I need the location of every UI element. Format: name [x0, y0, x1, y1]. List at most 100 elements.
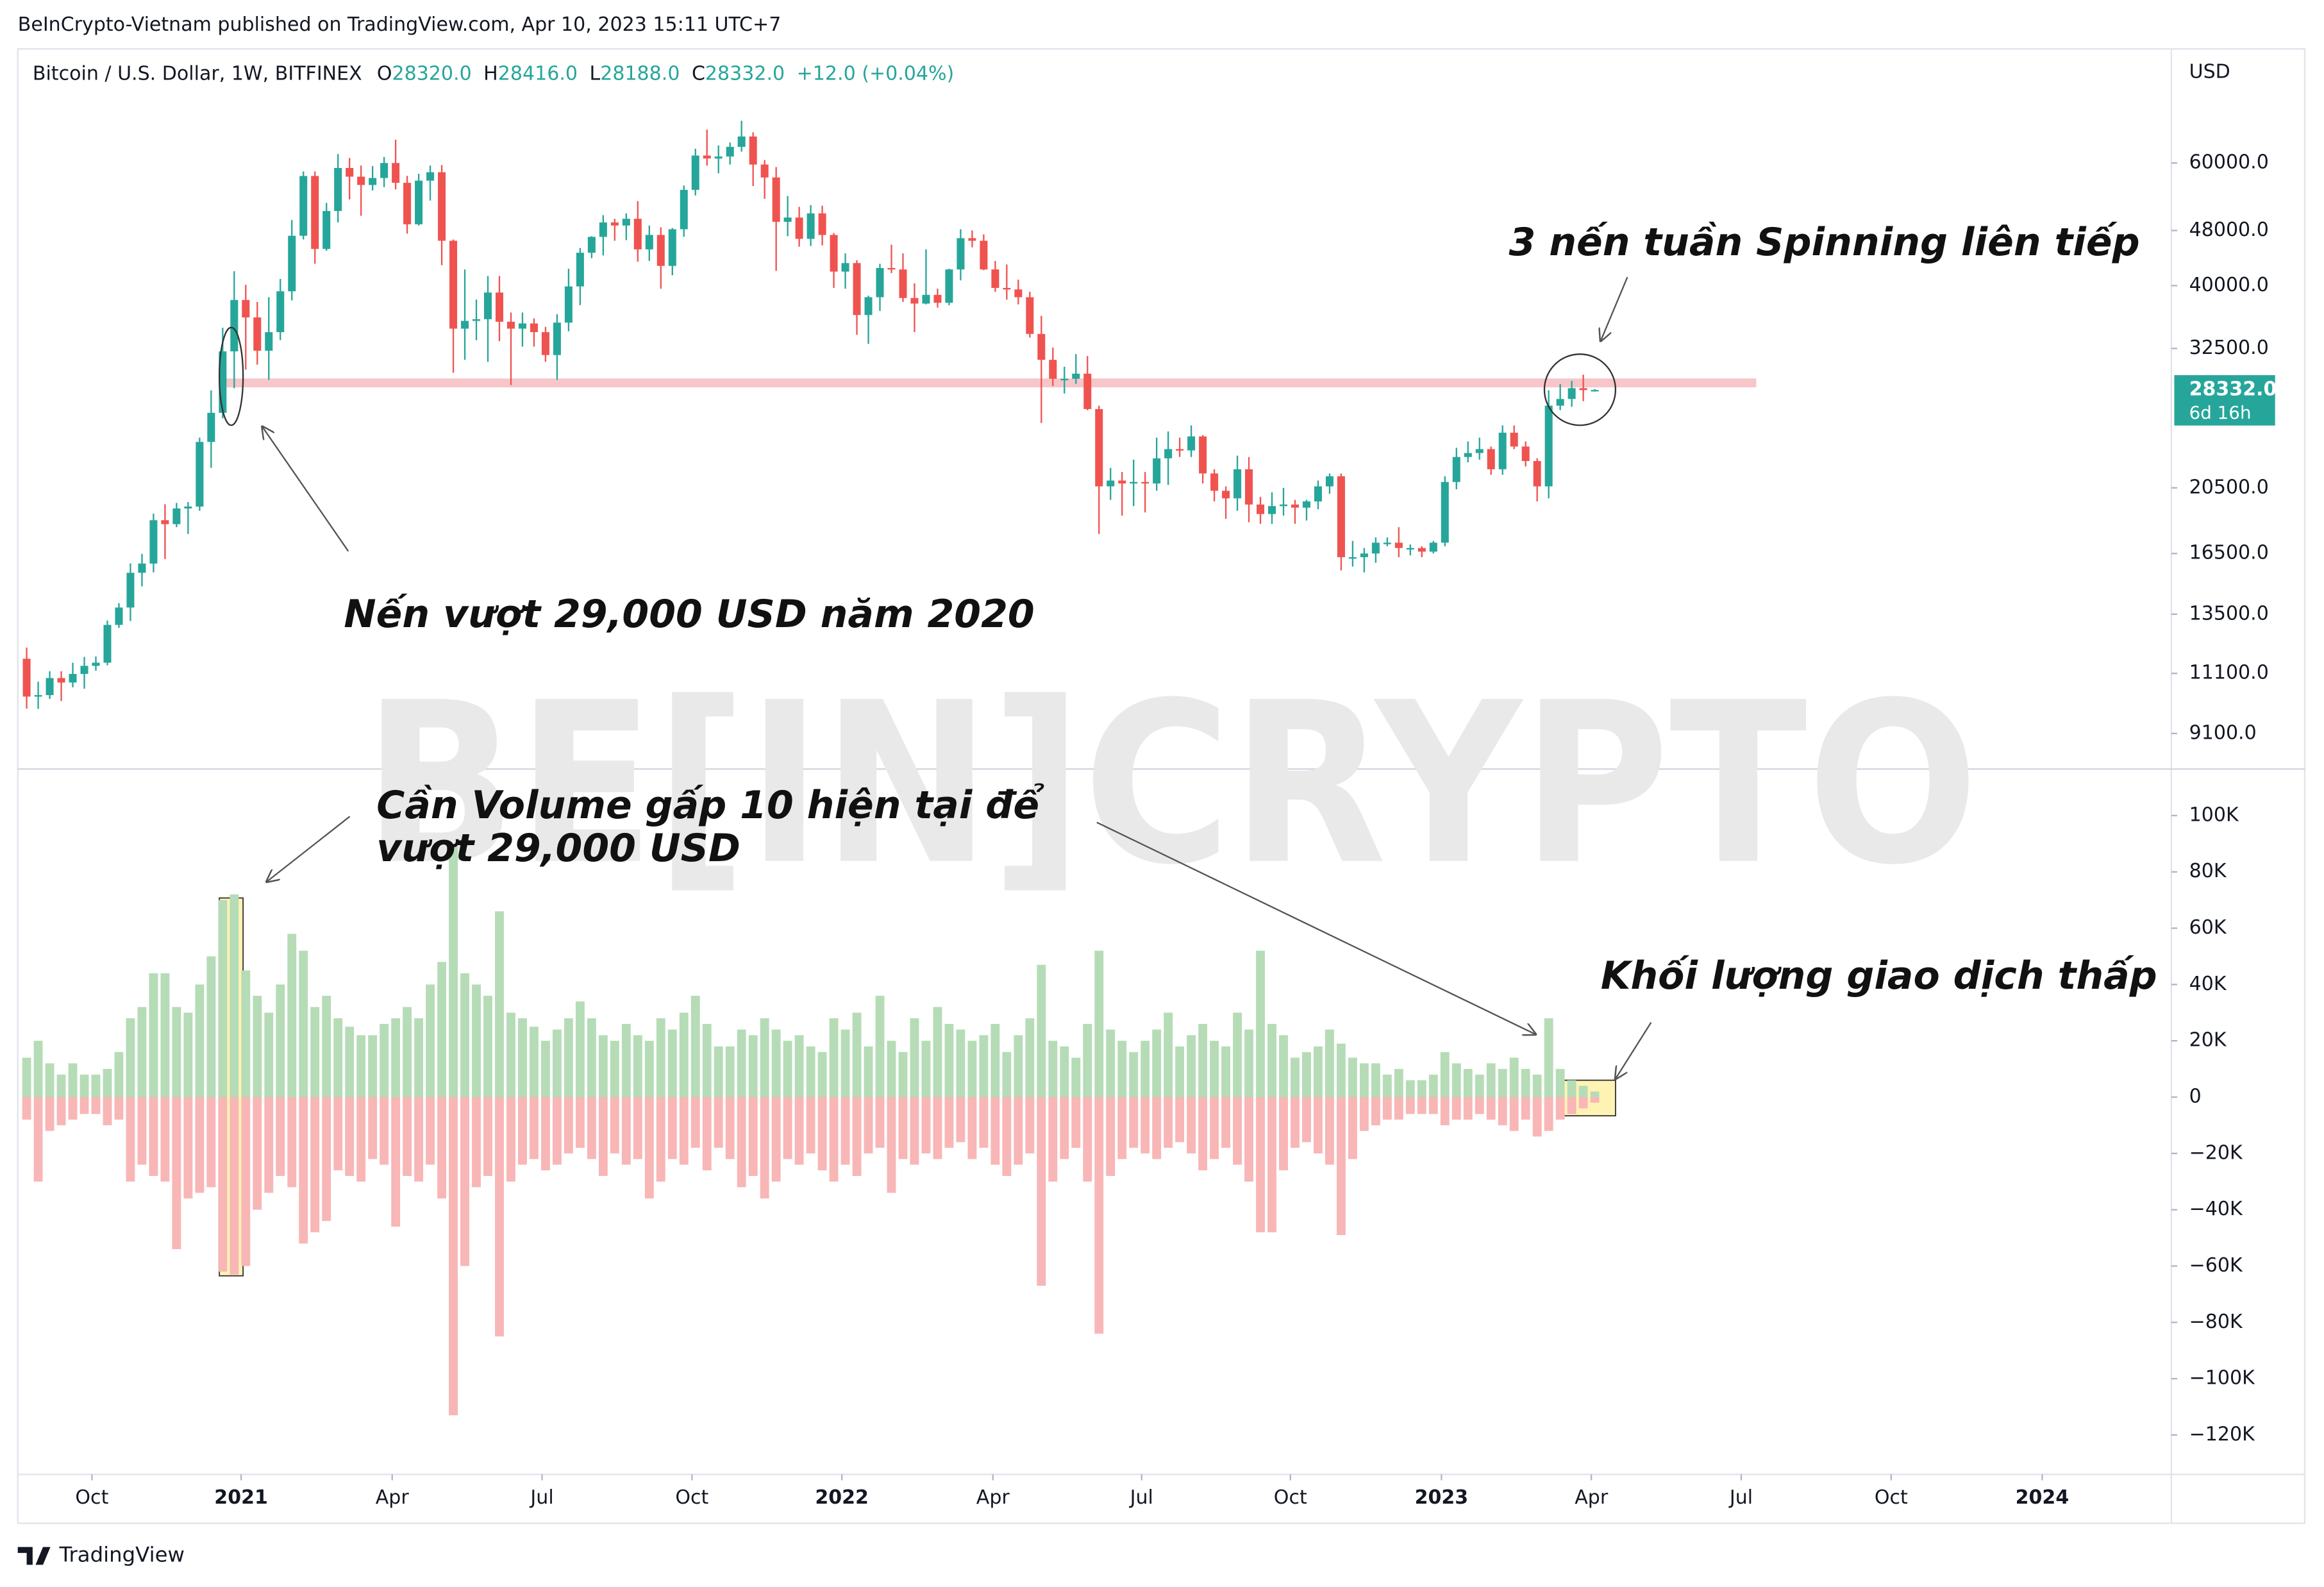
candle-body: [369, 178, 377, 185]
volume-bar: [264, 1097, 274, 1193]
volume-bar: [1475, 1097, 1484, 1114]
price-tag: [2174, 375, 2275, 426]
volume-bar: [56, 1097, 66, 1125]
volume-bar: [22, 1097, 31, 1120]
volume-bar: [472, 1097, 481, 1188]
volume-bar: [437, 962, 447, 1098]
volume-bar: [760, 1097, 769, 1199]
candle-body: [57, 678, 65, 683]
annotation: Cần Volume gấp 10 hiện tại để: [376, 782, 1044, 828]
volume-bar: [771, 1029, 781, 1098]
candle-body: [1441, 482, 1449, 543]
volume-bar: [472, 984, 481, 1098]
volume-bar: [495, 911, 504, 1098]
x-tick-label: Jul: [529, 1486, 553, 1509]
candle-body: [1130, 482, 1138, 483]
volume-bar: [126, 1018, 135, 1098]
candle-body: [288, 235, 296, 292]
y-tick-label: −80K: [2189, 1311, 2243, 1333]
arrow: [1601, 276, 1628, 340]
volume-bar: [552, 1029, 562, 1098]
candle-body: [1141, 482, 1149, 483]
volume-bar: [1359, 1063, 1369, 1098]
candle-body: [472, 319, 481, 321]
volume-bar: [403, 1007, 412, 1098]
volume-bar: [518, 1018, 527, 1098]
arrow: [262, 427, 349, 552]
candle-body: [1245, 469, 1253, 505]
candle-body: [541, 332, 549, 355]
volume-bar: [817, 1052, 827, 1098]
volume-bar: [725, 1097, 735, 1159]
volume-bar: [1371, 1063, 1380, 1098]
volume-bar: [679, 1012, 689, 1098]
candle-body: [818, 213, 826, 235]
volume-bar: [1509, 1097, 1519, 1131]
candle-body: [622, 219, 630, 226]
volume-bar: [1233, 1097, 1242, 1165]
volume-bar: [1521, 1097, 1530, 1120]
candle-body: [438, 172, 446, 241]
volume-bar: [1302, 1052, 1311, 1098]
price-tag-label: 28332.0: [2189, 378, 2277, 401]
candle-body: [495, 292, 504, 322]
candle-body: [830, 235, 838, 272]
candle-body: [22, 659, 31, 697]
volume-bar: [771, 1097, 781, 1182]
volume-bar: [183, 1097, 193, 1199]
candle-body: [841, 263, 849, 272]
volume-bar: [1060, 1097, 1069, 1159]
candle-body: [103, 625, 112, 663]
candle-body: [207, 412, 215, 442]
candle-body: [853, 263, 861, 315]
volume-bar: [218, 1097, 228, 1272]
volume-bar: [1509, 1057, 1519, 1098]
y-tick-label: −40K: [2189, 1198, 2243, 1220]
volume-bar: [310, 1097, 320, 1232]
volume-bar: [483, 995, 492, 1098]
volume-bar: [933, 1097, 942, 1159]
volume-bar: [530, 1097, 539, 1159]
volume-bar: [356, 1035, 366, 1098]
candle-body: [1429, 542, 1437, 552]
candle-body: [1164, 449, 1173, 458]
x-tick-label: 2021: [214, 1486, 268, 1509]
volume-bar: [610, 1041, 619, 1098]
candle-body: [138, 563, 146, 573]
volume-bar: [1590, 1097, 1600, 1103]
volume-bar: [1198, 1023, 1208, 1098]
volume-bar: [1014, 1035, 1023, 1098]
volume-bar: [540, 1097, 550, 1171]
candle-body: [807, 213, 815, 239]
ohlc-value: 28416.0: [498, 62, 578, 85]
volume-bar: [1451, 1097, 1461, 1120]
candle-body: [392, 163, 400, 183]
volume-bar: [1555, 1069, 1565, 1098]
volume-bar: [137, 1097, 147, 1165]
volume-bar: [864, 1046, 873, 1098]
candle-body: [449, 240, 458, 329]
volume-bar: [979, 1035, 989, 1098]
volume-bar: [380, 1023, 389, 1098]
volume-bar: [1094, 950, 1104, 1098]
candle-body: [1498, 432, 1507, 469]
volume-bar: [230, 894, 239, 1098]
candle-body: [703, 155, 711, 159]
volume-bar: [345, 1097, 355, 1176]
candle-body: [968, 238, 976, 241]
volume-bar: [518, 1097, 527, 1165]
highlight-circle: [1543, 353, 1617, 426]
volume-bar: [149, 1097, 158, 1176]
volume-bar: [1428, 1074, 1438, 1098]
candle-body: [772, 177, 780, 222]
candle-body: [1233, 469, 1242, 499]
candle-body: [518, 323, 526, 329]
volume-bar: [714, 1046, 723, 1098]
volume-bar: [644, 1041, 654, 1098]
volume-bar: [1221, 1046, 1231, 1098]
x-tick-label: Apr: [1575, 1486, 1609, 1509]
volume-bar: [391, 1097, 401, 1227]
candle-body: [426, 172, 435, 181]
volume-bar: [137, 1007, 147, 1098]
volume-bar: [287, 1097, 297, 1188]
